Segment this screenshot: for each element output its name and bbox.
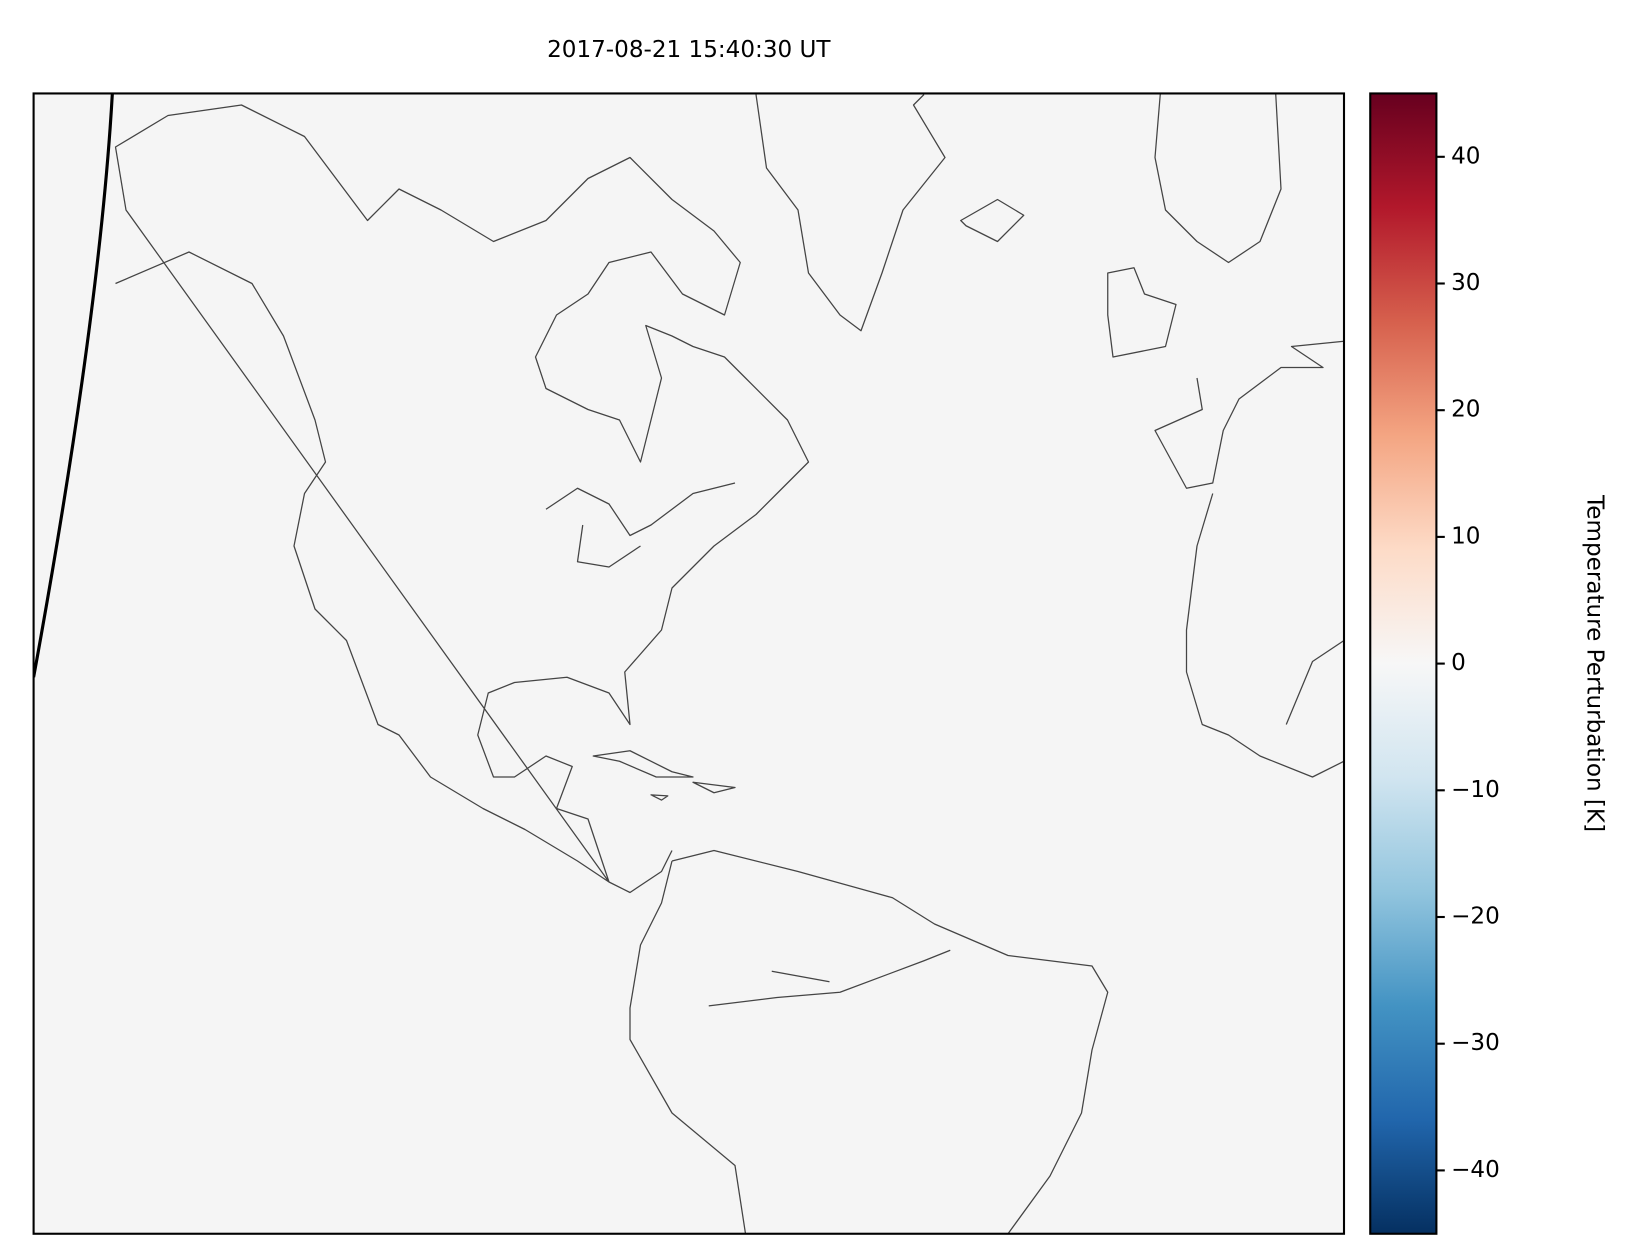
coastline	[1154, 94, 1282, 264]
terminator-line	[33, 93, 114, 678]
colorbar-tick-label: −20	[1451, 904, 1500, 930]
map-frame	[32, 92, 1346, 1235]
map-title: 2017-08-21 15:40:30 UT	[547, 37, 831, 63]
colorbar-tick-label: −30	[1451, 1030, 1500, 1056]
colorbar-label: Temperature Perturbation [K]	[1581, 494, 1607, 832]
colorbar-tick-label: −10	[1451, 777, 1500, 803]
colorbar-tick-label: 40	[1451, 143, 1480, 169]
coastline	[1107, 267, 1177, 358]
coastline	[1154, 340, 1344, 778]
coastline	[592, 750, 736, 801]
colorbar-tick-label: 10	[1451, 523, 1480, 549]
coastline	[629, 849, 1109, 1234]
map-background	[33, 93, 1345, 1234]
coastline	[114, 104, 810, 894]
colorbar-tick-label: 30	[1451, 270, 1480, 296]
coastline	[960, 198, 1025, 243]
coastline	[545, 482, 736, 568]
coastline	[755, 94, 946, 332]
colorbar-ramp	[1369, 92, 1438, 1235]
colorbar-tick-label: 0	[1451, 650, 1466, 676]
colorbar-tick-label: −40	[1451, 1157, 1500, 1183]
colorbar-tick-label: 20	[1451, 397, 1480, 423]
colorbar: −40 −30 −20 −10 0 10 20 30 40	[1369, 92, 1500, 1235]
map	[32, 92, 1346, 1235]
